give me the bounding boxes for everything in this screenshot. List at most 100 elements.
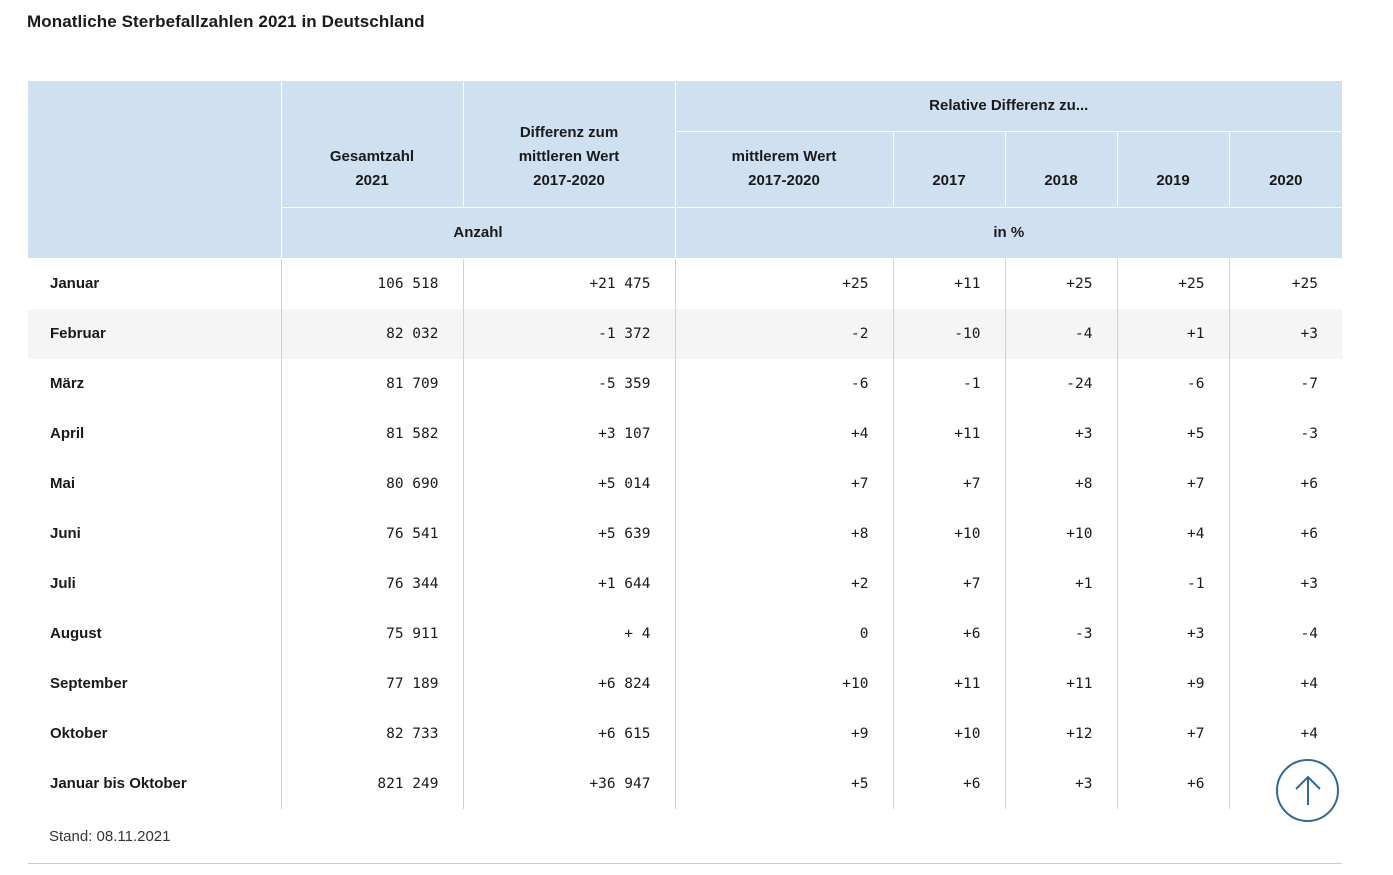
table-row: Mai 80 690 +5 014 +7 +7 +8 +7 +6 <box>28 458 1342 509</box>
cell-y2019: +7 <box>1116 708 1229 759</box>
cell-y2018: +3 <box>1004 408 1117 459</box>
table-row: August 75 911 + 4 0 +6 -3 +3 -4 <box>28 608 1342 659</box>
cell-y2017: +6 <box>892 758 1005 809</box>
table-row: April 81 582 +3 107 +4 +11 +3 +5 -3 <box>28 408 1342 459</box>
cell-y2017: +6 <box>892 608 1005 659</box>
cell-y2019: +7 <box>1116 458 1229 509</box>
row-label: Juli <box>50 575 76 592</box>
header-relative-group: Relative Differenz zu... <box>674 81 1342 132</box>
table-body: Januar 106 518 +21 475 +25 +11 +25 +25 +25 Febru… <box>28 258 1342 809</box>
cell-rel-mean: -2 <box>674 308 893 359</box>
table-row: März 81 709 -5 359 -6 -1 -24 -6 -7 <box>28 358 1342 409</box>
cell-y2017: +11 <box>892 258 1005 309</box>
cell-total: 76 541 <box>280 508 463 559</box>
cell-y2020: -7 <box>1228 358 1342 409</box>
header-year-2017: 2017 <box>892 131 1005 208</box>
cell-y2017: -10 <box>892 308 1005 359</box>
mortality-table: Gesamtzahl 2021 Differenz zum mittleren … <box>28 81 1342 809</box>
cell-y2018: +8 <box>1004 458 1117 509</box>
row-label: September <box>50 675 128 692</box>
header-rel-mean-line1: mittlerem Wert <box>731 147 837 165</box>
cell-total: 77 189 <box>280 658 463 709</box>
table-row: Juli 76 344 +1 644 +2 +7 +1 -1 +3 <box>28 558 1342 609</box>
row-label: Juni <box>50 525 81 542</box>
cell-diff: +6 824 <box>462 658 675 709</box>
header-rel-mean-line2: 2017-2020 <box>748 171 820 189</box>
row-label: März <box>50 375 85 392</box>
cell-y2018: +12 <box>1004 708 1117 759</box>
row-label: April <box>50 425 85 442</box>
cell-total: 75 911 <box>280 608 463 659</box>
cell-y2020: -3 <box>1228 408 1342 459</box>
cell-y2020: +4 <box>1228 708 1342 759</box>
cell-rel-mean: +8 <box>674 508 893 559</box>
cell-y2019: +6 <box>1116 758 1229 809</box>
cell-y2019: +4 <box>1116 508 1229 559</box>
cell-diff: + 4 <box>462 608 675 659</box>
table-row: Oktober 82 733 +6 615 +9 +10 +12 +7 +4 <box>28 708 1342 759</box>
scroll-to-top-button[interactable] <box>1276 759 1339 822</box>
cell-rel-mean: +7 <box>674 458 893 509</box>
cell-y2018: +25 <box>1004 258 1117 309</box>
cell-y2018: -24 <box>1004 358 1117 409</box>
header-total-line1: Gesamtzahl <box>329 147 415 165</box>
cell-y2020: +25 <box>1228 258 1342 309</box>
cell-diff: +5 014 <box>462 458 675 509</box>
cell-y2020: +3 <box>1228 308 1342 359</box>
cell-y2017: -1 <box>892 358 1005 409</box>
table-header: Gesamtzahl 2021 Differenz zum mittleren … <box>28 81 1342 259</box>
cell-y2019: -6 <box>1116 358 1229 409</box>
cell-y2020: +6 <box>1228 508 1342 559</box>
cell-y2017: +10 <box>892 708 1005 759</box>
cell-y2020: +3 <box>1228 558 1342 609</box>
cell-rel-mean: +9 <box>674 708 893 759</box>
cell-y2017: +11 <box>892 658 1005 709</box>
row-label: Mai <box>50 475 76 492</box>
row-label: Oktober <box>50 725 108 742</box>
cell-total: 82 032 <box>280 308 463 359</box>
cell-y2019: +1 <box>1116 308 1229 359</box>
cell-total: 82 733 <box>280 708 463 759</box>
header-year-2019: 2019 <box>1116 131 1229 208</box>
cell-y2018: +10 <box>1004 508 1117 559</box>
header-diff: Differenz zum mittleren Wert 2017-2020 <box>462 81 675 208</box>
cell-diff: +36 947 <box>462 758 675 809</box>
header-unit-count: Anzahl <box>280 207 675 259</box>
table-row: September 77 189 +6 824 +10 +11 +11 +9 +4 <box>28 658 1342 709</box>
cell-y2018: +3 <box>1004 758 1117 809</box>
cell-y2019: +3 <box>1116 608 1229 659</box>
header-year-2020: 2020 <box>1228 131 1342 208</box>
cell-y2020: +6 <box>1228 458 1342 509</box>
row-label: August <box>50 625 102 642</box>
cell-diff: -1 372 <box>462 308 675 359</box>
cell-diff: +3 107 <box>462 408 675 459</box>
cell-diff: +1 644 <box>462 558 675 609</box>
cell-y2018: +11 <box>1004 658 1117 709</box>
table-row: Februar 82 032 -1 372 -2 -10 -4 +1 +3 <box>28 308 1342 359</box>
cell-y2017: +7 <box>892 458 1005 509</box>
cell-y2017: +10 <box>892 508 1005 559</box>
cell-total: 81 582 <box>280 408 463 459</box>
cell-diff: +5 639 <box>462 508 675 559</box>
cell-total: 81 709 <box>280 358 463 409</box>
stand-date: Stand: 08.11.2021 <box>49 828 171 845</box>
row-label: Februar <box>28 308 281 359</box>
cell-y2018: -4 <box>1004 308 1117 359</box>
cell-rel-mean: +5 <box>674 758 893 809</box>
header-corner <box>28 81 281 259</box>
cell-y2019: +9 <box>1116 658 1229 709</box>
header-total-line2: 2021 <box>355 171 389 189</box>
cell-y2018: +1 <box>1004 558 1117 609</box>
cell-rel-mean: +4 <box>674 408 893 459</box>
cell-y2017: +7 <box>892 558 1005 609</box>
header-diff-line3: 2017-2020 <box>533 171 605 189</box>
table-row: Januar 106 518 +21 475 +25 +11 +25 +25 +25 <box>28 258 1342 309</box>
cell-total: 821 249 <box>280 758 463 809</box>
cell-total: 76 344 <box>280 558 463 609</box>
table-row: Juni 76 541 +5 639 +8 +10 +10 +4 +6 <box>28 508 1342 559</box>
header-year-2018: 2018 <box>1004 131 1117 208</box>
cell-y2020: +4 <box>1228 658 1342 709</box>
cell-diff: +6 615 <box>462 708 675 759</box>
page-title: Monatliche Sterbefallzahlen 2021 in Deut… <box>27 12 425 31</box>
cell-rel-mean: +2 <box>674 558 893 609</box>
